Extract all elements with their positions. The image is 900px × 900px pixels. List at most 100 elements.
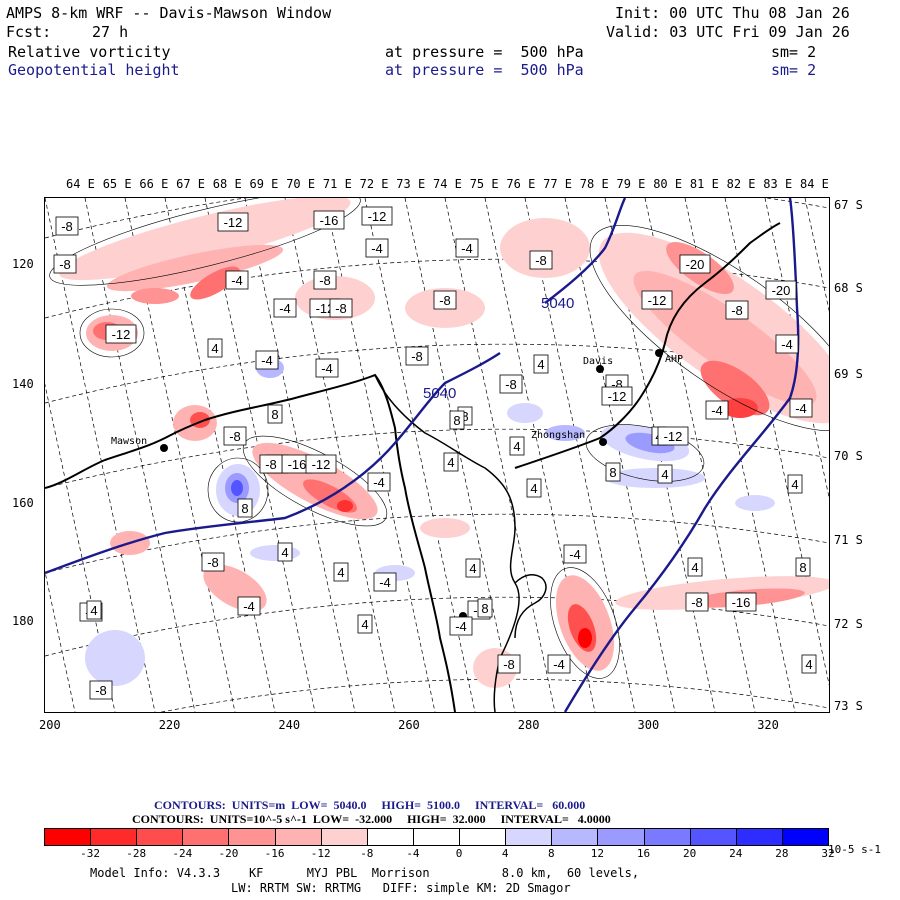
neg-fill: [578, 628, 592, 648]
vorticity-label-text: 4: [469, 561, 476, 576]
vorticity-label-text: -8: [439, 293, 451, 308]
vorticity-label-text: 4: [530, 481, 537, 496]
vorticity-label-text: -4: [231, 273, 243, 288]
meridian-line: [444, 198, 556, 712]
neg-fill: [106, 244, 284, 292]
height-contour-5040-east: [563, 198, 800, 712]
vorticity-label-text: -8: [411, 349, 423, 364]
init-time: Init: 00 UTC Thu 08 Jan 26: [615, 4, 850, 22]
longitude-label: 72 E: [359, 177, 389, 191]
vorticity-label-text: 8: [799, 560, 806, 575]
vorticity-label: -12: [105, 324, 137, 344]
colorbar-tick-label: -32: [80, 847, 101, 860]
forecast-value: 27 h: [92, 23, 129, 41]
vorticity-label: 4: [787, 474, 803, 494]
vorticity-label-text: -12: [112, 327, 131, 342]
vorticity-label: -4: [273, 298, 297, 318]
vorticity-label: 8: [449, 410, 465, 430]
model-info-line2: LW: RRTM SW: RRTMG DIFF: simple KM: 2D S…: [231, 881, 571, 895]
longitude-label: 76 E: [506, 177, 536, 191]
ahp-label: AHP: [665, 354, 683, 365]
colorbar-tick-label: 28: [775, 847, 789, 860]
colorbar-swatch: [320, 828, 367, 846]
meridian-line: [364, 198, 476, 712]
vorticity-label-text: -4: [321, 361, 333, 376]
vorticity-label: -12: [657, 426, 689, 446]
field1-name: Relative vorticity: [8, 43, 171, 61]
vorticity-label-text: -20: [686, 257, 705, 272]
parallel-line: [45, 596, 829, 657]
longitude-label: 75 E: [469, 177, 499, 191]
zhongshan-station-dot: [599, 438, 607, 446]
vorticity-label: 4: [207, 338, 223, 358]
davis-station-dot: [596, 365, 604, 373]
x-axis-label: 240: [278, 718, 301, 732]
vorticity-label-text: -12: [608, 389, 627, 404]
vorticity-label-text: 8: [271, 407, 278, 422]
vorticity-label: 4: [86, 600, 102, 620]
latitude-label: 68 S: [834, 281, 863, 295]
vorticity-label-text: 8: [241, 501, 248, 516]
vorticity-label: -8: [223, 426, 247, 446]
vorticity-label: -4: [547, 654, 571, 674]
colorbar-tick-label: -16: [264, 847, 285, 860]
vorticity-label-text: -4: [261, 353, 273, 368]
vorticity-label-text: -16: [320, 213, 339, 228]
neg-fill: [420, 518, 470, 538]
parallel-line: [45, 198, 829, 239]
colorbar-swatch: [412, 828, 460, 846]
vorticity-label-text: -8: [535, 253, 547, 268]
vorticity-label: -4: [563, 544, 587, 564]
vorticity-label-text: -12: [312, 457, 331, 472]
vorticity-label: -20: [679, 254, 711, 274]
vorticity-label-text: -12: [224, 215, 243, 230]
longitude-label: 84 E: [800, 177, 829, 191]
height-label: 5040: [423, 385, 456, 402]
colorbar-tick-label: -4: [406, 847, 420, 860]
vorticity-label: 8: [267, 404, 283, 424]
vorticity-label-text: -16: [288, 457, 307, 472]
meridian-line: [564, 198, 676, 712]
vorticity-label-text: -4: [461, 241, 473, 256]
coastline-east: [514, 222, 781, 469]
meridian-line: [45, 198, 156, 712]
meridian-line: [524, 198, 636, 712]
vorticity-label-text: 4: [513, 439, 520, 454]
longitude-label: 80 E: [653, 177, 683, 191]
longitude-label: 78 E: [579, 177, 609, 191]
vorticity-label-text: 8: [481, 601, 488, 616]
parallel-line: [160, 678, 829, 712]
colorbar-swatch: [228, 828, 275, 846]
vorticity-label: -4: [455, 238, 479, 258]
longitude-label: 67 E: [176, 177, 205, 191]
meridian-line: [724, 198, 829, 686]
vorticity-label: -4: [373, 572, 397, 592]
longitude-label: 65 E: [102, 177, 132, 191]
valid-time: Valid: 03 UTC Fri 09 Jan 26: [606, 23, 850, 41]
vorticity-label: -4: [225, 270, 249, 290]
vorticity-label-text: 8: [609, 465, 616, 480]
vorticity-label: -4: [237, 596, 261, 616]
vorticity-labels: -8 -12 -16 -12 -4 -4 -8 -8 -12 -20 -4 -8 -12 -12 -8 -8 -…: [53, 206, 817, 700]
vorticity-label: 4: [509, 436, 525, 456]
vorticity-label: -20: [765, 280, 797, 300]
x-axis-label: 300: [637, 718, 660, 732]
latitude-label: 72 S: [834, 617, 863, 631]
neg-fill: [337, 500, 353, 512]
coastline: [45, 373, 456, 712]
vorticity-label: -12: [601, 386, 633, 406]
colorbar-swatch: [735, 828, 782, 846]
colorbar-tick-label: 0: [455, 847, 463, 860]
colorbar-swatch: [781, 828, 828, 846]
meridian-line: [404, 198, 516, 712]
ahp-station-dot: [655, 349, 663, 357]
field1-level: at pressure = 500 hPa: [385, 43, 584, 61]
colorbar-swatch: [136, 828, 183, 846]
x-axis-label: 220: [158, 718, 181, 732]
colorbar-tick-label: 24: [729, 847, 743, 860]
vorticity-label: -8: [433, 290, 457, 310]
pos-fill: [85, 630, 145, 686]
vorticity-label-text: -8: [207, 555, 219, 570]
vorticity-label-text: -8: [691, 595, 703, 610]
vorticity-label-text: 4: [211, 341, 218, 356]
